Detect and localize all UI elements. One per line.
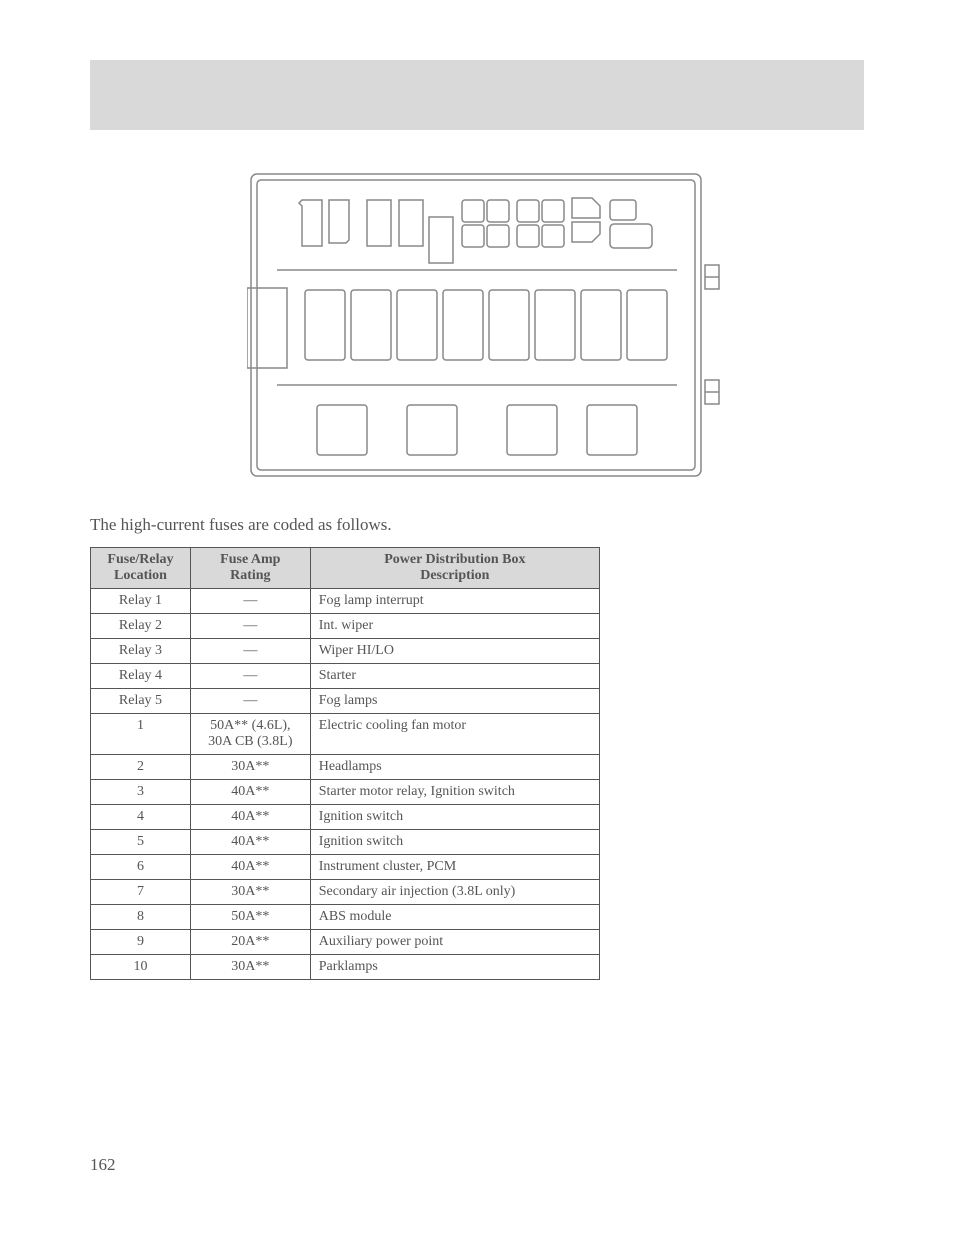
cell-location: Relay 5 [91,689,191,714]
header-bar [90,60,864,130]
table-row: 920A**Auxiliary power point [91,930,600,955]
table-row: 440A**Ignition switch [91,805,600,830]
cell-description: Fog lamp interrupt [310,589,599,614]
cell-description: Headlamps [310,755,599,780]
cell-description: Starter [310,664,599,689]
cell-amp: — [190,614,310,639]
table-row: Relay 5—Fog lamps [91,689,600,714]
table-row: 540A**Ignition switch [91,830,600,855]
cell-amp: 30A** [190,880,310,905]
cell-location: 6 [91,855,191,880]
cell-location: 3 [91,780,191,805]
cell-amp: 20A** [190,930,310,955]
cell-amp: 40A** [190,830,310,855]
cell-description: Secondary air injection (3.8L only) [310,880,599,905]
fuse-table: Fuse/Relay Location Fuse Amp Rating Powe… [90,547,600,980]
cell-description: Int. wiper [310,614,599,639]
cell-amp: 40A** [190,855,310,880]
cell-description: Electric cooling fan motor [310,714,599,755]
page-number: 162 [90,1155,116,1175]
fuse-box-diagram [247,170,707,485]
cell-amp: 50A** [190,905,310,930]
table-row: 150A** (4.6L), 30A CB (3.8L)Electric coo… [91,714,600,755]
cell-description: Ignition switch [310,830,599,855]
cell-description: Auxiliary power point [310,930,599,955]
table-row: Relay 4—Starter [91,664,600,689]
cell-location: 7 [91,880,191,905]
cell-amp: 50A** (4.6L), 30A CB (3.8L) [190,714,310,755]
header-amp: Fuse Amp Rating [190,548,310,589]
table-row: 640A**Instrument cluster, PCM [91,855,600,880]
table-row: 850A**ABS module [91,905,600,930]
cell-description: Wiper HI/LO [310,639,599,664]
table-row: Relay 3—Wiper HI/LO [91,639,600,664]
cell-description: ABS module [310,905,599,930]
cell-location: Relay 2 [91,614,191,639]
cell-amp: 40A** [190,805,310,830]
table-row: 230A**Headlamps [91,755,600,780]
cell-location: 8 [91,905,191,930]
cell-description: Parklamps [310,955,599,980]
cell-location: Relay 1 [91,589,191,614]
cell-amp: — [190,589,310,614]
cell-location: 2 [91,755,191,780]
cell-location: Relay 4 [91,664,191,689]
cell-amp: 30A** [190,955,310,980]
table-row: 1030A**Parklamps [91,955,600,980]
header-location: Fuse/Relay Location [91,548,191,589]
cell-location: 4 [91,805,191,830]
table-row: 730A**Secondary air injection (3.8L only… [91,880,600,905]
cell-location: 1 [91,714,191,755]
table-caption: The high-current fuses are coded as foll… [90,515,864,535]
cell-description: Starter motor relay, Ignition switch [310,780,599,805]
table-row: 340A**Starter motor relay, Ignition swit… [91,780,600,805]
cell-amp: — [190,664,310,689]
table-row: Relay 1—Fog lamp interrupt [91,589,600,614]
cell-amp: 30A** [190,755,310,780]
cell-amp: 40A** [190,780,310,805]
cell-location: Relay 3 [91,639,191,664]
cell-description: Ignition switch [310,805,599,830]
cell-description: Instrument cluster, PCM [310,855,599,880]
cell-amp: — [190,639,310,664]
cell-location: 5 [91,830,191,855]
cell-location: 9 [91,930,191,955]
cell-description: Fog lamps [310,689,599,714]
table-row: Relay 2—Int. wiper [91,614,600,639]
cell-location: 10 [91,955,191,980]
header-description: Power Distribution Box Description [310,548,599,589]
cell-amp: — [190,689,310,714]
